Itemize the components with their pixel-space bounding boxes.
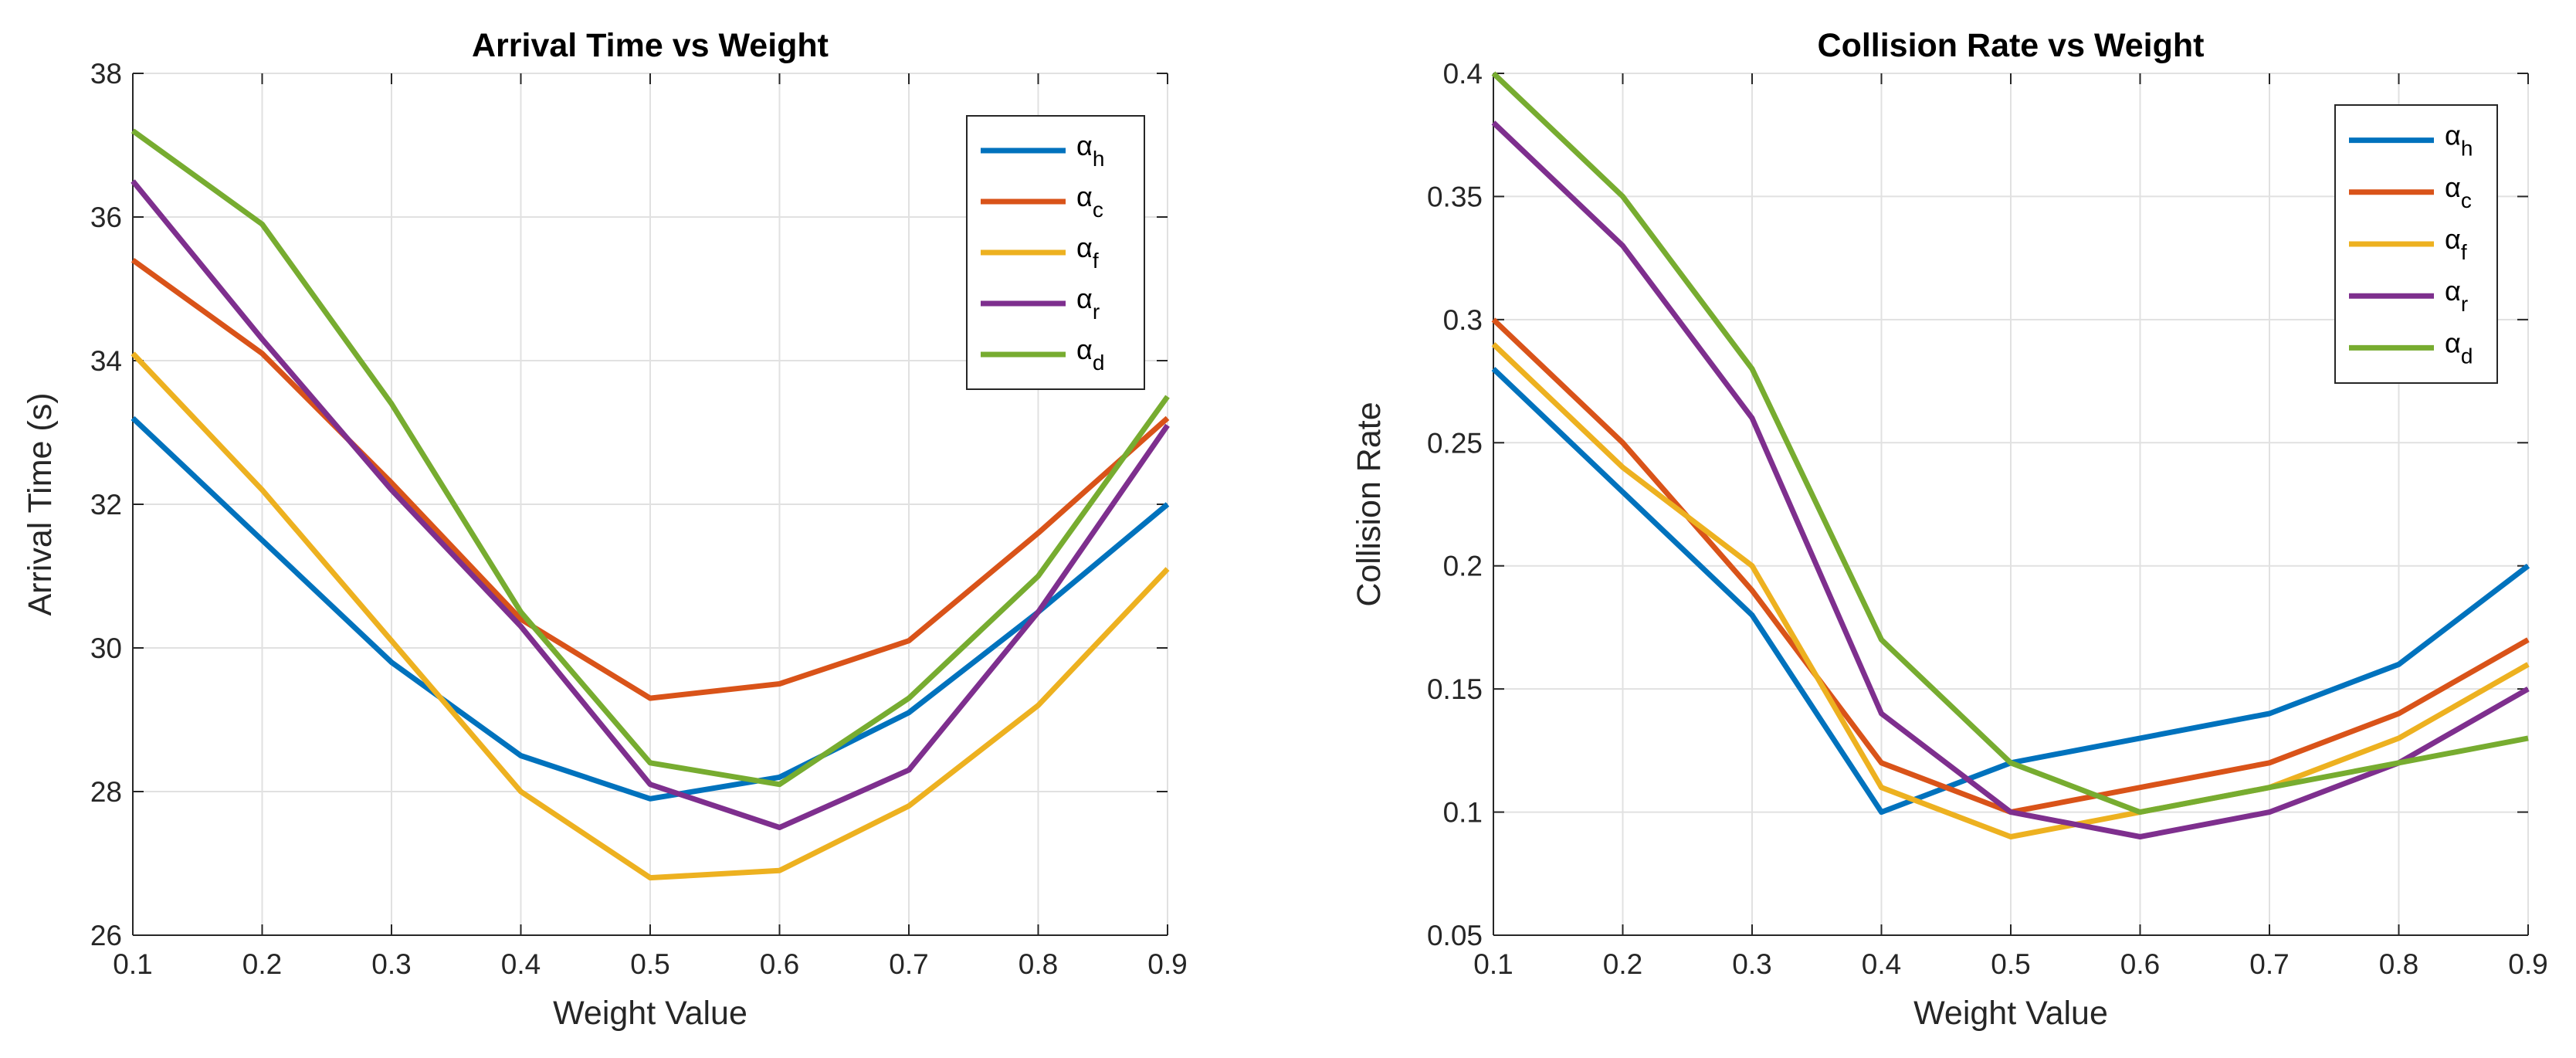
y-tick-label: 34 xyxy=(90,345,122,377)
legend-entry-alpha-d: αd xyxy=(1076,334,1104,375)
y-axis-label: Collision Rate xyxy=(1351,402,1388,606)
series-line-alpha-d xyxy=(1491,71,2529,816)
series-line-alpha-f xyxy=(1491,342,2530,839)
legend-entry-alpha-r: αr xyxy=(2445,275,2468,316)
x-tick-label: 0.1 xyxy=(1473,948,1513,980)
chart-title: Collision Rate vs Weight xyxy=(1818,27,2205,64)
legend-entry-alpha-f: αf xyxy=(1076,232,1099,273)
legend-entry-alpha-f: αf xyxy=(2445,223,2467,264)
y-tick-label: 32 xyxy=(90,489,122,521)
legend-entry-alpha-d: αd xyxy=(2445,327,2473,368)
series-line-alpha-d xyxy=(130,128,1170,788)
series-line-alpha-r xyxy=(130,179,1170,830)
chart-title: Arrival Time vs Weight xyxy=(472,27,829,64)
x-tick-label: 0.1 xyxy=(113,948,152,980)
legend-entry-symbol: α xyxy=(1076,181,1093,212)
legend-entry-symbol: α xyxy=(2445,275,2461,307)
legend-entry-symbol: α xyxy=(2445,120,2461,151)
y-tick-label: 0.25 xyxy=(1427,427,1483,459)
y-tick-label: 0.05 xyxy=(1427,920,1483,951)
chart-collision: 0.1 0.2 0.3 0.4 0.5 0.6 0.7 0.8 0.90.050.10.150.… xyxy=(1351,27,2548,1032)
legend-entry-subscript: c xyxy=(1093,198,1103,222)
x-tick-label: 0.7 xyxy=(2249,948,2289,980)
legend-entry-alpha-h: αh xyxy=(2445,120,2473,161)
legend-entry-alpha-c: αc xyxy=(1076,181,1103,222)
y-tick-label: 0.35 xyxy=(1427,181,1483,212)
y-tick-label: 0.1 xyxy=(1443,797,1483,829)
x-tick-label: 0.2 xyxy=(1603,948,1642,980)
legend-entry-symbol: α xyxy=(2445,171,2461,203)
legend-entry-subscript: h xyxy=(1093,147,1105,171)
legend-entry-subscript: r xyxy=(2461,292,2468,316)
x-tick-label: 0.8 xyxy=(2379,948,2418,980)
legend-entry-alpha-c: αc xyxy=(2445,171,2472,212)
x-tick-label: 0.9 xyxy=(2508,948,2547,980)
x-tick-label: 0.9 xyxy=(1147,948,1187,980)
y-tick-label: 26 xyxy=(90,920,122,951)
legend-entry-symbol: α xyxy=(1076,130,1093,161)
x-tick-label: 0.7 xyxy=(889,948,928,980)
x-axis-label: Weight Value xyxy=(553,995,747,1032)
series-line-alpha-h xyxy=(130,415,1170,802)
y-tick-label: 0.4 xyxy=(1443,58,1483,90)
legend-entry-symbol: α xyxy=(2445,223,2461,255)
y-tick-label: 0.15 xyxy=(1427,673,1483,705)
y-tick-label: 30 xyxy=(90,632,122,664)
y-tick-label: 38 xyxy=(90,58,122,90)
x-tick-label: 0.4 xyxy=(501,948,541,980)
x-tick-label: 0.6 xyxy=(760,948,799,980)
x-tick-label: 0.5 xyxy=(630,948,669,980)
legend-entry-symbol: α xyxy=(2445,327,2461,358)
legend-entry-subscript: d xyxy=(2461,344,2473,368)
series-line-alpha-c xyxy=(130,257,1170,701)
x-tick-label: 0.3 xyxy=(371,948,411,980)
legend-entry-symbol: α xyxy=(1076,334,1093,365)
legend-entry-symbol: α xyxy=(1076,232,1093,263)
series-line-alpha-r xyxy=(1491,120,2530,839)
legend-entry-alpha-h: αh xyxy=(1076,130,1104,171)
legend-entry-subscript: d xyxy=(1093,351,1105,375)
chart-arrival: 0.1 0.2 0.3 0.4 0.5 0.6 0.7 0.8 0.9 26 28 30 32 34 36 3… xyxy=(22,27,1188,1032)
legend-entry-subscript: c xyxy=(2461,188,2472,212)
legend-entry-subscript: f xyxy=(2461,240,2467,264)
legend-entry-subscript: f xyxy=(1093,249,1099,273)
legend-entry-subscript: h xyxy=(2461,137,2473,161)
legend-entry-subscript: r xyxy=(1093,300,1100,324)
series-line-alpha-f xyxy=(130,351,1170,881)
x-axis-label: Weight Value xyxy=(1913,995,2108,1032)
legend-entry-symbol: α xyxy=(1076,283,1093,314)
y-tick-label: 28 xyxy=(90,776,122,808)
x-tick-label: 0.5 xyxy=(1991,948,2030,980)
y-tick-label: 36 xyxy=(90,202,122,233)
legend-entry-alpha-r: αr xyxy=(1076,283,1100,324)
x-tick-label: 0.4 xyxy=(1862,948,1901,980)
y-axis-label: Arrival Time (s) xyxy=(22,392,59,615)
x-tick-label: 0.6 xyxy=(2120,948,2160,980)
x-tick-label: 0.2 xyxy=(242,948,282,980)
y-tick-label: 0.2 xyxy=(1443,551,1483,582)
x-tick-label: 0.8 xyxy=(1019,948,1058,980)
y-tick-label: 0.3 xyxy=(1443,304,1483,336)
x-tick-label: 0.3 xyxy=(1732,948,1771,980)
